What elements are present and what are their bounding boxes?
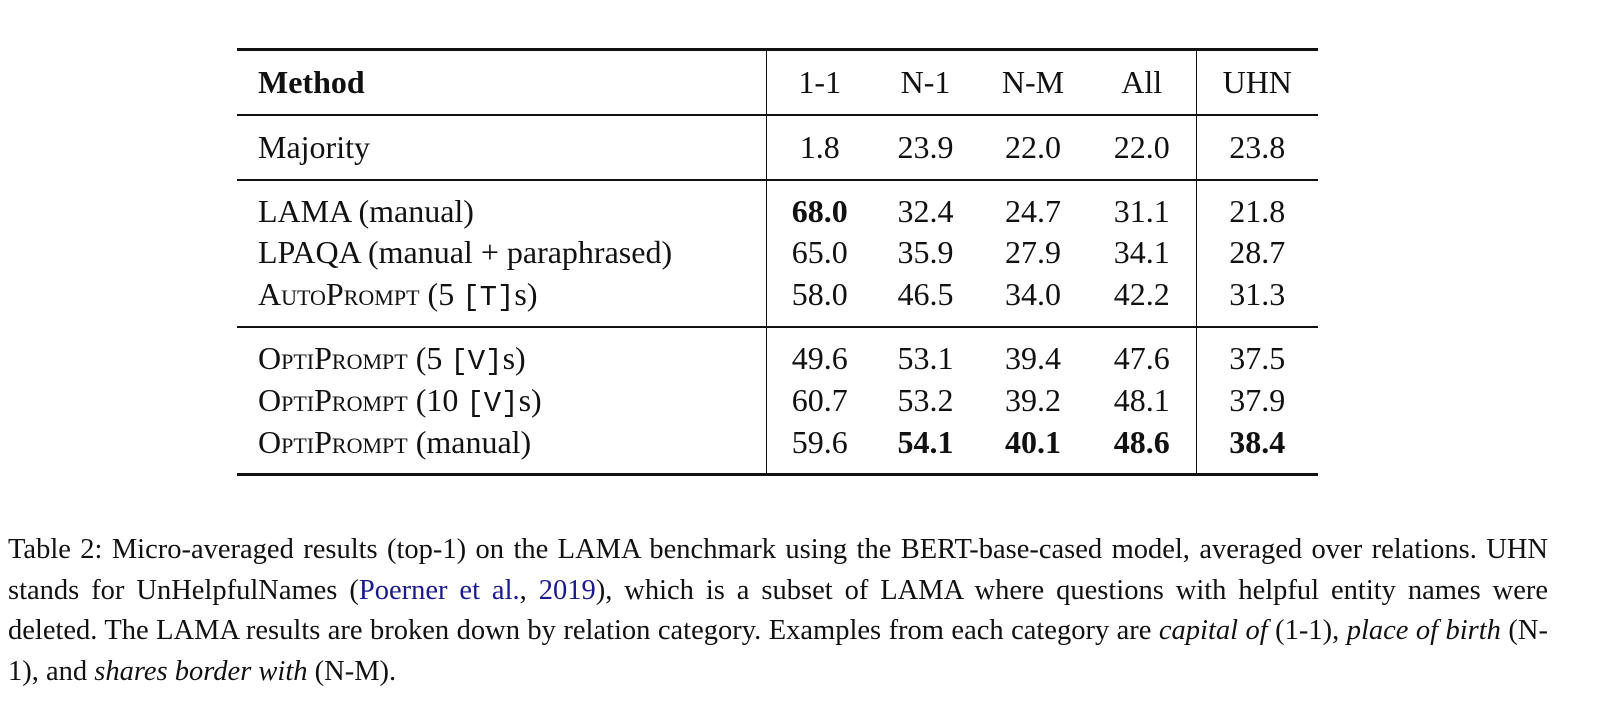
value-cell: 38.4	[1195, 423, 1318, 474]
value-cell: 37.5	[1195, 326, 1318, 378]
method-text: s)	[502, 339, 526, 376]
method-text: (10	[407, 381, 467, 418]
table-group: OptiPrompt (5 [V]s) 49.6 53.1 39.4 47.6 …	[237, 326, 1318, 475]
value-cell: 65.0	[765, 229, 873, 276]
method-cell: LAMA (manual)	[237, 180, 766, 230]
caption-text: (1-1),	[1267, 615, 1347, 646]
method-cell: LPAQA (manual + paraphrased)	[237, 230, 766, 276]
value-cell: 32.4	[897, 192, 954, 229]
header-cell: All	[1121, 63, 1163, 100]
value-cell: 28.7	[1195, 229, 1318, 276]
caption-italic: capital of	[1158, 615, 1268, 646]
table-row: OptiPrompt (5 [V]s) 49.6 53.1 39.4 47.6 …	[237, 326, 1318, 378]
method-text: (5	[419, 275, 463, 312]
table-header: Method 1-1 N-1 N-M All UHN	[237, 49, 1318, 115]
value-cell: 21.8	[1195, 179, 1318, 230]
method-token: [T]	[462, 280, 515, 314]
method-text: LPAQA (manual + paraphrased)	[258, 234, 673, 270]
header-cell: 1-1	[765, 49, 873, 115]
value-cell: 31.1	[1113, 192, 1170, 229]
value-cell: 60.7	[765, 377, 873, 424]
value-cell: 48.1	[1113, 382, 1170, 418]
method-cell: OptiPrompt (10 [V]s)	[237, 378, 766, 424]
header-cell: Method	[258, 63, 365, 100]
method-name: OptiPrompt	[258, 381, 408, 418]
caption-text: ,	[519, 574, 539, 606]
method-cell: AutoPrompt (5 [T]s)	[237, 276, 766, 327]
caption-italic: shares border with	[94, 655, 308, 687]
method-token: [V]	[450, 344, 503, 378]
value-cell: 46.5	[897, 276, 954, 312]
method-text: s)	[514, 275, 538, 312]
value-cell: 37.9	[1195, 377, 1318, 424]
table-row: Majority 1.8 23.9 22.0 22.0 23.8	[237, 114, 1318, 180]
table-row: AutoPrompt (5 [T]s) 58.0 46.5 34.0 42.2 …	[237, 275, 1318, 327]
header-cell: UHN	[1195, 49, 1318, 115]
value-cell: 47.6	[1113, 340, 1170, 376]
table-group: Majority 1.8 23.9 22.0 22.0 23.8	[237, 114, 1318, 180]
caption-text: Table 2: Micro-averaged results (top-1) …	[8, 534, 1548, 606]
value-cell: 54.1	[897, 423, 954, 460]
table-row: LPAQA (manual + paraphrased) 65.0 35.9 2…	[237, 229, 1318, 276]
value-cell: 49.6	[765, 326, 873, 378]
value-cell: 34.1	[1113, 234, 1170, 270]
caption-italic: place of birth	[1346, 615, 1501, 646]
method-name: OptiPrompt	[258, 339, 408, 376]
table-row: OptiPrompt (manual) 59.6 54.1 40.1 48.6 …	[237, 423, 1318, 475]
value-cell: 68.0	[765, 179, 873, 230]
method-text: Majority	[258, 128, 370, 165]
value-cell: 58.0	[765, 275, 873, 327]
value-cell: 39.4	[1005, 340, 1061, 376]
value-cell: 31.3	[1195, 275, 1318, 327]
value-cell: 22.0	[1113, 128, 1170, 165]
table-group: LAMA (manual) 68.0 32.4 24.7 31.1 21.8 L…	[237, 179, 1318, 327]
header-cell: N-M	[1001, 63, 1065, 100]
value-cell: 59.6	[765, 423, 873, 474]
citation-link[interactable]: Poerner et al.	[358, 574, 520, 606]
method-text: s)	[518, 381, 542, 418]
value-cell: 34.0	[1005, 276, 1061, 312]
method-text: LAMA (manual)	[258, 192, 474, 229]
results-table: Method 1-1 N-1 N-M All UHN Majority 1.8 …	[237, 48, 1318, 476]
value-cell: 53.2	[897, 382, 954, 418]
value-cell: 35.9	[897, 234, 954, 270]
value-cell: 1.8	[765, 114, 873, 180]
method-cell: Majority	[237, 115, 766, 180]
caption-text: (N-1), and	[8, 615, 1548, 687]
value-cell: 48.6	[1113, 423, 1170, 460]
method-cell: OptiPrompt (5 [V]s)	[237, 327, 766, 378]
value-cell: 22.0	[1005, 128, 1061, 165]
table-row: LAMA (manual) 68.0 32.4 24.7 31.1 21.8	[237, 179, 1318, 230]
value-cell: 42.2	[1113, 276, 1170, 312]
value-cell: 24.7	[1005, 192, 1061, 229]
header-cell: N-1	[900, 63, 951, 100]
caption-text: ), which is a subset of LAMA where quest…	[8, 574, 1548, 647]
value-cell: 23.8	[1195, 114, 1318, 180]
method-text: (manual)	[407, 423, 532, 460]
citation-link[interactable]: 2019	[538, 574, 596, 606]
method-token: [V]	[466, 386, 519, 420]
method-name: OptiPrompt	[258, 423, 408, 460]
method-name: AutoPrompt	[258, 275, 420, 312]
value-cell: 27.9	[1005, 234, 1061, 270]
table-caption: Table 2: Micro-averaged results (top-1) …	[8, 530, 1548, 692]
value-cell: 23.9	[897, 128, 954, 165]
method-text: (5	[407, 339, 451, 376]
method-cell: OptiPrompt (manual)	[237, 424, 766, 475]
caption-text: (N-M).	[307, 655, 397, 687]
value-cell: 40.1	[1005, 423, 1061, 460]
value-cell: 53.1	[897, 340, 954, 376]
value-cell: 39.2	[1005, 382, 1061, 418]
table-row: OptiPrompt (10 [V]s) 60.7 53.2 39.2 48.1…	[237, 377, 1318, 424]
